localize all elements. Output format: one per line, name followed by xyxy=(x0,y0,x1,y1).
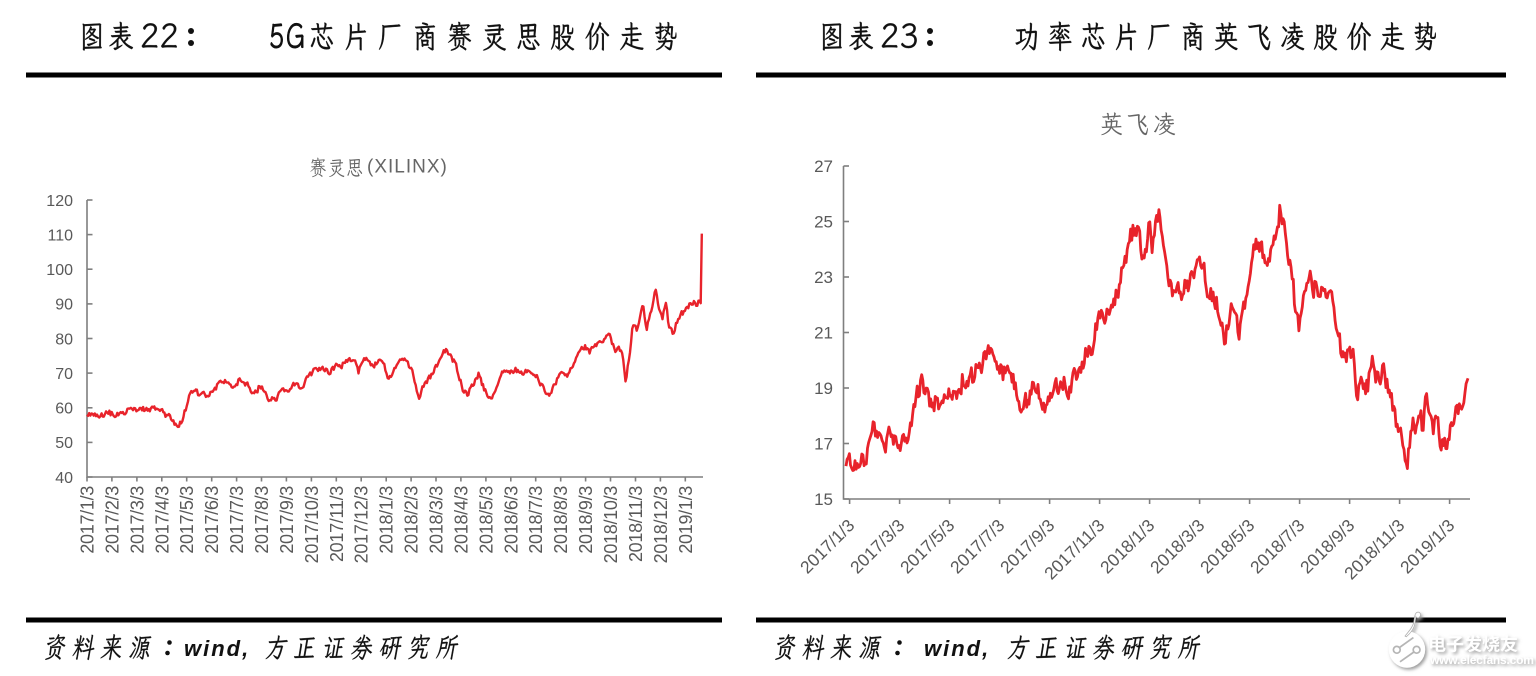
svg-text:2017/8/3: 2017/8/3 xyxy=(252,486,272,554)
svg-text:100: 100 xyxy=(46,262,73,279)
svg-text:wind,: wind, xyxy=(184,636,250,661)
svg-text:2017/9/3: 2017/9/3 xyxy=(277,486,297,554)
svg-text:25: 25 xyxy=(814,213,833,232)
svg-text:2018/7/3: 2018/7/3 xyxy=(526,486,546,554)
svg-text:2017/2/3: 2017/2/3 xyxy=(102,486,122,554)
svg-text:2019/1/3: 2019/1/3 xyxy=(676,486,696,554)
svg-text:60: 60 xyxy=(55,401,73,418)
svg-text:2017/6/3: 2017/6/3 xyxy=(202,486,222,554)
svg-text:2018/4/3: 2018/4/3 xyxy=(451,486,471,554)
svg-text:2018/10/3: 2018/10/3 xyxy=(601,486,621,564)
svg-text:2018/5/3: 2018/5/3 xyxy=(476,486,496,554)
svg-text:2018/1/3: 2018/1/3 xyxy=(377,486,397,554)
svg-text:19: 19 xyxy=(814,379,833,398)
svg-text:www.elecfans.com: www.elecfans.com xyxy=(1429,653,1534,667)
svg-text:120: 120 xyxy=(46,193,73,210)
svg-text:2018/3/3: 2018/3/3 xyxy=(427,486,447,554)
svg-text:2017/12/3: 2017/12/3 xyxy=(352,486,372,564)
svg-text:2018/9/3: 2018/9/3 xyxy=(576,486,596,554)
svg-text:17: 17 xyxy=(814,435,833,454)
svg-text:21: 21 xyxy=(814,324,833,343)
svg-text:2017/5/3: 2017/5/3 xyxy=(177,486,197,554)
svg-text:70: 70 xyxy=(55,366,73,383)
svg-text:2017/10/3: 2017/10/3 xyxy=(302,486,322,564)
svg-text:2018/11/3: 2018/11/3 xyxy=(626,486,646,562)
svg-text:80: 80 xyxy=(55,331,73,348)
svg-text:2018/12/3: 2018/12/3 xyxy=(651,486,671,564)
svg-text:90: 90 xyxy=(55,297,73,314)
svg-text:2017/11/3: 2017/11/3 xyxy=(327,486,347,562)
svg-text:wind,: wind, xyxy=(924,636,990,661)
svg-text:50: 50 xyxy=(55,435,73,452)
svg-text:15: 15 xyxy=(814,490,833,509)
svg-text:(XILINX): (XILINX) xyxy=(367,157,448,178)
svg-text:40: 40 xyxy=(55,470,73,487)
svg-text:2018/6/3: 2018/6/3 xyxy=(501,486,521,554)
svg-text:2017/4/3: 2017/4/3 xyxy=(152,486,172,554)
svg-text:110: 110 xyxy=(47,227,73,244)
svg-text:2018/2/3: 2018/2/3 xyxy=(402,486,422,554)
svg-text:23: 23 xyxy=(814,268,833,287)
svg-text:2017/3/3: 2017/3/3 xyxy=(127,486,147,554)
svg-text:2017/1/3: 2017/1/3 xyxy=(78,486,98,554)
svg-text:2018/8/3: 2018/8/3 xyxy=(551,486,571,554)
svg-text:2017/7/3: 2017/7/3 xyxy=(227,486,247,554)
svg-text:27: 27 xyxy=(814,157,833,176)
